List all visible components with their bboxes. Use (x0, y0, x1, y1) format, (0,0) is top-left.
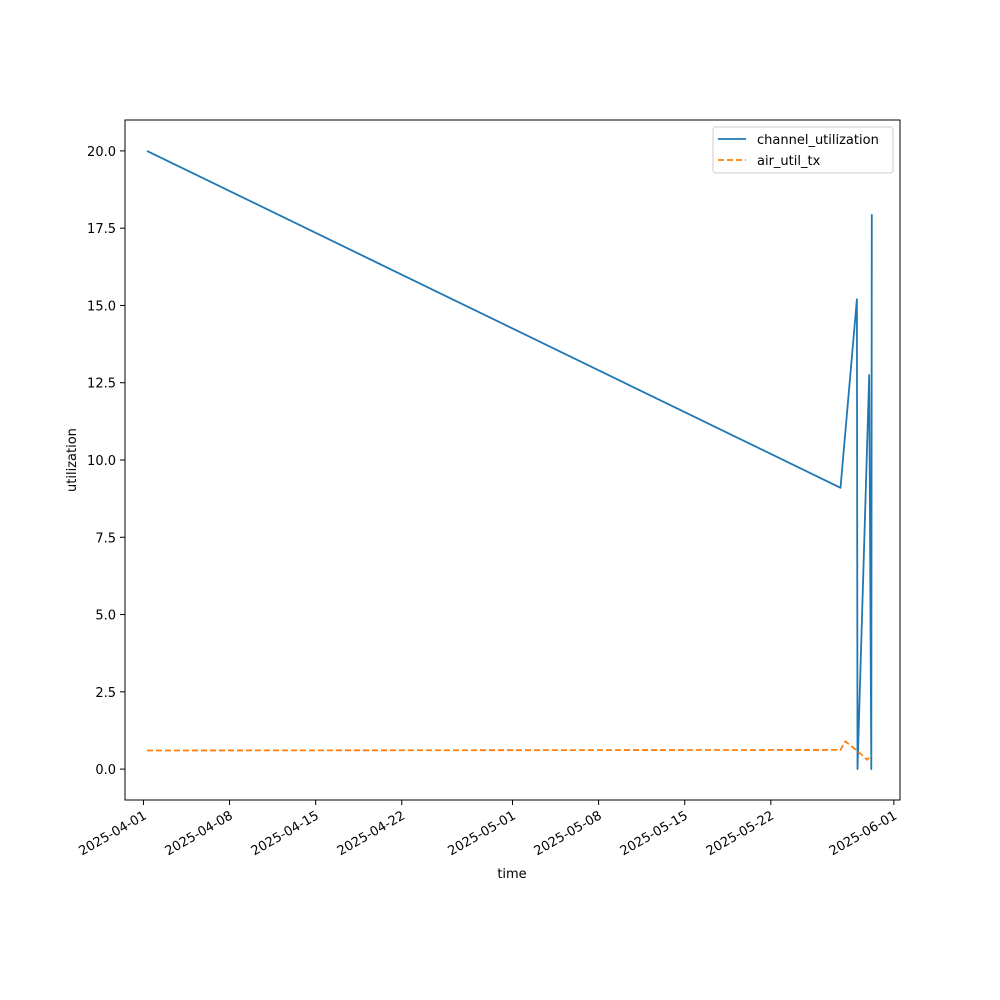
y-axis-label: utilization (65, 428, 80, 492)
x-tick-label: 2025-04-08 (163, 808, 236, 859)
legend-label-air-util-tx: air_util_tx (757, 154, 821, 169)
legend: channel_utilization air_util_tx (712, 126, 894, 174)
y-axis-ticks: 0.0 2.5 5.0 7.5 10.0 12.5 15.0 17.5 20.0 (87, 145, 125, 778)
y-tick-label: 5.0 (95, 609, 116, 624)
x-tick-label: 2025-04-15 (249, 808, 322, 859)
y-tick-label: 15.0 (87, 299, 116, 314)
x-tick-label: 2025-05-15 (618, 808, 691, 859)
y-tick-label: 0.0 (95, 763, 116, 778)
x-axis-ticks: 2025-04-01 2025-04-08 2025-04-15 2025-04-22… (77, 800, 900, 859)
x-tick-label: 2025-06-01 (827, 808, 900, 859)
plot-area-background (125, 120, 900, 800)
y-tick-label: 10.0 (87, 454, 116, 469)
series-line-air-util-tx (146, 740, 873, 761)
x-tick-label: 2025-05-08 (532, 808, 605, 859)
legend-label-channel-utilization: channel_utilization (757, 133, 879, 148)
y-tick-label: 7.5 (95, 531, 116, 546)
series-layer (146, 150, 873, 770)
x-tick-label: 2025-04-22 (335, 808, 408, 859)
y-tick-label: 12.5 (87, 377, 116, 392)
x-tick-label: 2025-04-01 (77, 808, 150, 859)
x-axis-label: time (497, 867, 526, 882)
x-tick-label: 2025-05-22 (704, 808, 777, 859)
y-tick-label: 20.0 (87, 145, 116, 160)
y-tick-label: 2.5 (95, 686, 116, 701)
series-line-channel-utilization (146, 150, 873, 770)
x-tick-label: 2025-05-01 (446, 808, 519, 859)
legend-frame (712, 126, 894, 174)
y-tick-label: 17.5 (87, 222, 116, 237)
